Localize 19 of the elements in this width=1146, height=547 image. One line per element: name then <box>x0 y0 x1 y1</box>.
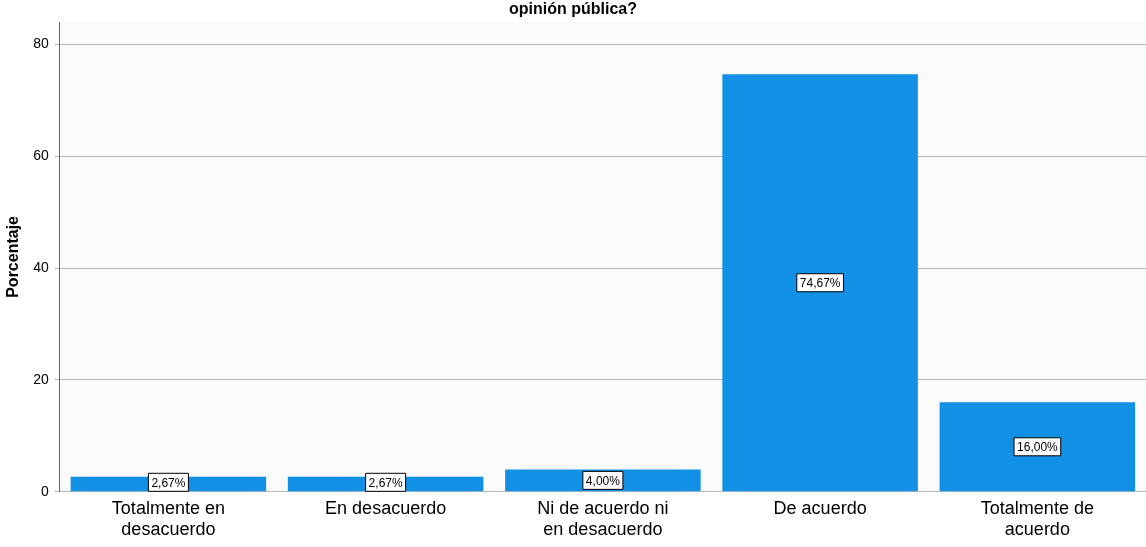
y-tick-label: 80 <box>33 35 49 52</box>
x-tick-label: De acuerdo <box>773 497 867 518</box>
x-tick-label: En desacuerdo <box>325 497 447 518</box>
y-tick-label: 20 <box>33 370 49 387</box>
data-label: 74,67% <box>799 276 841 291</box>
bar <box>939 402 1136 492</box>
y-tick-label: 0 <box>40 482 49 499</box>
x-tick-label: Totalmente en desacuerdo <box>111 497 225 540</box>
chart-title: opinión pública? <box>508 0 638 19</box>
x-tick-label: Totalmente de acuerdo <box>980 497 1094 540</box>
data-label: 2,67% <box>368 475 403 490</box>
data-label: 2,67% <box>151 475 186 490</box>
data-label: 4,00% <box>585 473 621 488</box>
bar <box>722 74 918 492</box>
y-tick-label: 60 <box>33 147 49 164</box>
x-tick-label: Ni de acuerdo ni en desacuerdo <box>537 497 669 540</box>
y-tick-label: 40 <box>33 258 49 275</box>
y-axis-title: Porcentaje <box>4 215 22 298</box>
data-label: 16,00% <box>1017 440 1059 455</box>
